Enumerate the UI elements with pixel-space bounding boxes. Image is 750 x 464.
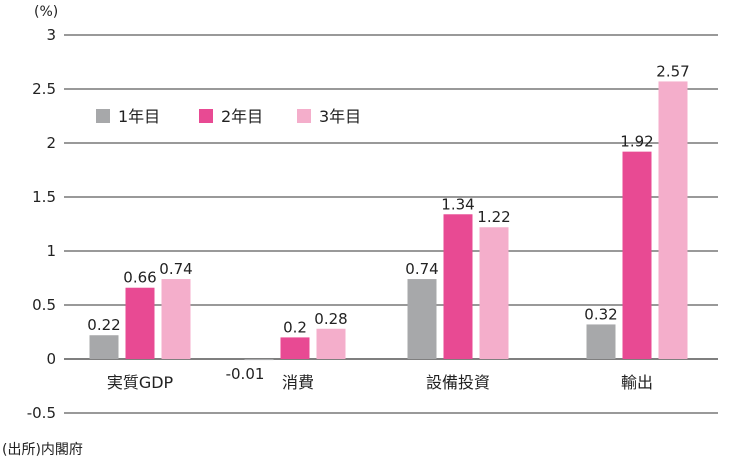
data-label: 2.57 <box>656 62 689 80</box>
data-label: 0.74 <box>159 260 192 278</box>
bar <box>443 214 473 359</box>
data-label: 1.34 <box>441 195 474 213</box>
data-label: 1.22 <box>477 208 510 226</box>
bar <box>89 335 119 359</box>
category-label: 設備投資 <box>426 373 490 392</box>
bar <box>586 324 616 359</box>
data-label: 0.22 <box>87 316 120 334</box>
data-label: 0.74 <box>405 260 438 278</box>
bar <box>407 279 437 359</box>
bar <box>479 227 509 359</box>
bar <box>280 337 310 359</box>
y-tick-label: 3 <box>46 26 56 44</box>
y-tick-label: -0.5 <box>27 404 56 422</box>
data-label: 0.2 <box>283 318 307 336</box>
bar <box>161 279 191 359</box>
legend-swatch <box>199 109 213 123</box>
bar <box>316 328 346 359</box>
data-label: 0.66 <box>123 269 156 287</box>
y-tick-label: 1.5 <box>32 188 56 206</box>
legend-label: 1年目 <box>118 107 160 126</box>
data-label: 0.28 <box>314 310 347 328</box>
bar <box>244 359 274 361</box>
y-tick-label: 0.5 <box>32 296 56 314</box>
data-label: 0.32 <box>584 305 617 323</box>
legend-label: 2年目 <box>221 107 263 126</box>
data-label: -0.01 <box>226 365 265 383</box>
data-label: 1.92 <box>620 133 653 151</box>
y-tick-label: 2 <box>46 134 56 152</box>
bar <box>622 151 652 359</box>
bar <box>125 287 155 359</box>
bar <box>658 81 688 359</box>
legend-swatch <box>96 109 110 123</box>
y-axis-unit-label: (%) <box>34 4 59 20</box>
legend-label: 3年目 <box>319 107 361 126</box>
y-tick-label: 1 <box>46 242 56 260</box>
source-note: (出所)内閣府 <box>2 442 83 458</box>
y-tick-label: 0 <box>46 350 56 368</box>
category-label: 実質GDP <box>107 373 174 392</box>
category-label: 消費 <box>282 373 314 392</box>
legend-swatch <box>297 109 311 123</box>
y-tick-label: 2.5 <box>32 80 56 98</box>
category-label: 輸出 <box>621 373 653 392</box>
